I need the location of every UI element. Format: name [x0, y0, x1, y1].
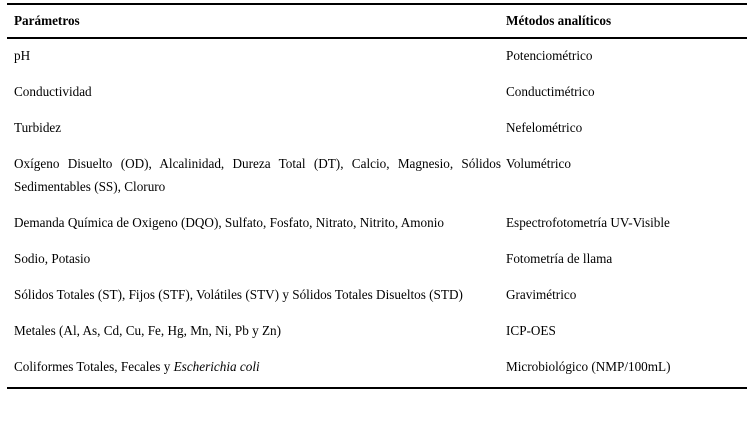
- method-cell: Nefelométrico: [506, 119, 583, 135]
- table-row: Conductividad Conductimétrico: [0, 80, 750, 103]
- method-cell: Potenciométrico: [506, 47, 593, 63]
- header-metodos-analiticos: Métodos analíticos: [506, 13, 612, 28]
- table-row: Oxígeno Disuelto (OD), Alcalinidad, Dure…: [0, 152, 750, 198]
- param-cell: Demanda Química de Oxigeno (DQO), Sulfat…: [14, 214, 444, 230]
- method-cell: Conductimétrico: [506, 83, 595, 99]
- method-cell: Microbiológico (NMP/100mL): [506, 358, 671, 374]
- table-row: Sodio, Potasio Fotometría de llama: [0, 247, 750, 270]
- method-cell: Volumétrico: [506, 155, 571, 171]
- table-header-row: Parámetros Métodos analíticos: [0, 9, 750, 32]
- table-top-rule: [7, 3, 747, 5]
- table-row: Turbidez Nefelométrico: [0, 116, 750, 139]
- param-text: Coliformes Totales, Fecales y: [14, 358, 174, 374]
- table-row: Sólidos Totales (ST), Fijos (STF), Volát…: [0, 283, 750, 306]
- header-parametros: Parámetros: [14, 13, 80, 28]
- species-name-italic: Escherichia coli: [173, 358, 260, 374]
- param-cell: Sólidos Totales (ST), Fijos (STF), Volát…: [14, 286, 463, 302]
- table-body: pH Potenciométrico Conductividad Conduct…: [0, 39, 750, 378]
- table-row: Demanda Química de Oxigeno (DQO), Sulfat…: [0, 211, 750, 234]
- param-cell: Oxígeno Disuelto (OD), Alcalinidad, Dure…: [14, 155, 501, 194]
- param-cell: pH: [14, 47, 31, 63]
- table-row: Metales (Al, As, Cd, Cu, Fe, Hg, Mn, Ni,…: [0, 319, 750, 342]
- table-row: Coliformes Totales, Fecales y Escherichi…: [0, 355, 750, 378]
- param-cell: Conductividad: [14, 83, 92, 99]
- param-cell: Metales (Al, As, Cd, Cu, Fe, Hg, Mn, Ni,…: [14, 322, 282, 338]
- param-cell: Coliformes Totales, Fecales y Escherichi…: [14, 355, 501, 378]
- table-header-separator-rule: [7, 37, 747, 39]
- param-cell: Turbidez: [14, 119, 62, 135]
- method-cell: Gravimétrico: [506, 286, 577, 302]
- method-cell: Espectrofotometría UV-Visible: [506, 214, 670, 230]
- method-cell: ICP-OES: [506, 322, 556, 338]
- param-cell: Sodio, Potasio: [14, 250, 91, 266]
- method-cell: Fotometría de llama: [506, 250, 613, 266]
- table-bottom-rule: [7, 386, 747, 389]
- table-row: pH Potenciométrico: [0, 44, 750, 67]
